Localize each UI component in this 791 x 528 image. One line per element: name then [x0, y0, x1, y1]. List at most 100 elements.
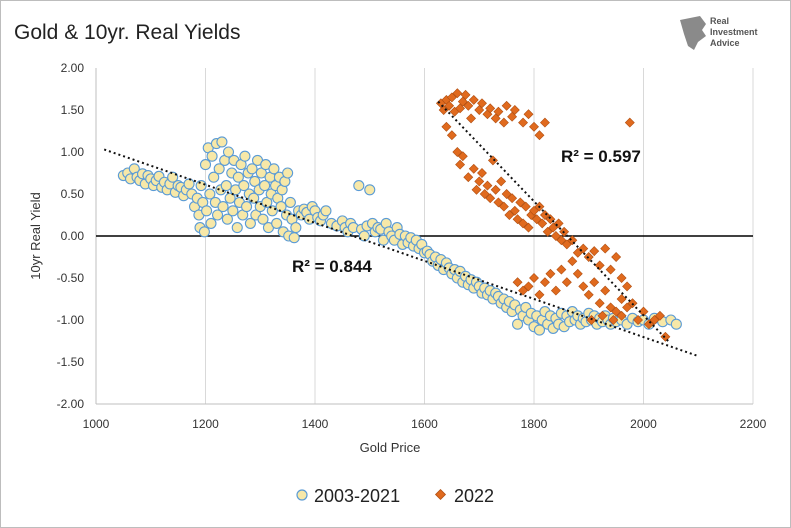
data-point-2022	[468, 94, 479, 105]
trendline-2022	[437, 100, 669, 342]
data-point-2022	[644, 319, 654, 330]
y-tick-label: 2.00	[61, 61, 85, 75]
data-point-2022	[608, 315, 619, 325]
data-point-2022	[498, 201, 509, 212]
data-point-2022	[611, 306, 622, 317]
data-point-2022	[534, 130, 545, 141]
data-point-2022	[463, 172, 474, 183]
data-point-2003-2021	[284, 196, 296, 208]
data-point-2022	[597, 310, 608, 321]
data-point-2022	[633, 315, 643, 325]
chart-title: Gold & 10yr. Real Yields	[14, 21, 240, 44]
data-point-2022	[649, 315, 660, 325]
data-point-2022	[537, 218, 548, 229]
data-point-2022	[540, 210, 550, 220]
data-point-2022	[512, 214, 523, 225]
data-point-2022	[509, 205, 520, 216]
data-point-2003-2021	[199, 159, 212, 171]
x-tick-label: 1200	[192, 417, 219, 431]
data-point-2022	[611, 252, 622, 262]
data-point-2003-2021	[364, 184, 376, 196]
data-point-2003-2021	[259, 180, 271, 192]
data-point-2003-2021	[204, 188, 216, 200]
data-point-2003-2021	[290, 222, 302, 234]
data-point-2022	[660, 331, 671, 342]
data-point-2022	[556, 264, 567, 275]
data-point-2003-2021	[198, 226, 210, 238]
data-point-2022	[482, 180, 493, 191]
legend-marker-2022	[434, 488, 447, 501]
data-point-2022	[498, 117, 509, 128]
data-point-2022	[594, 298, 605, 309]
data-point-2003-2021	[221, 213, 233, 225]
data-point-2022	[545, 268, 556, 279]
plot-area: 1000 1200 1400 1600 1800 2000 2200 2.00 1.50 1.00…	[57, 61, 767, 431]
data-point-2022	[534, 289, 545, 300]
y-tick-label: -2.00	[57, 397, 85, 411]
data-point-2022	[444, 100, 455, 111]
data-point-2003-2021	[241, 201, 253, 213]
data-point-2022	[479, 189, 490, 199]
data-point-2022	[556, 235, 567, 246]
data-point-2022	[654, 310, 665, 321]
data-point-2022	[600, 243, 611, 254]
data-point-2022	[446, 130, 457, 141]
data-point-2003-2021	[238, 180, 250, 192]
x-tick-label: 2000	[630, 417, 657, 431]
legend-label-2003-2021: 2003-2021	[314, 486, 400, 506]
data-point-2022	[493, 197, 504, 208]
data-point-2022	[605, 264, 616, 275]
data-point-2022	[471, 184, 482, 195]
data-point-2022	[520, 201, 531, 212]
data-point-2022	[515, 197, 526, 208]
y-tick-label: -1.50	[57, 355, 85, 369]
data-point-2022	[438, 105, 449, 115]
data-point-2003-2021	[246, 163, 258, 175]
data-point-2022	[493, 106, 504, 117]
y-axis-title: 10yr Real Yield	[28, 192, 43, 279]
data-point-2003-2021	[208, 171, 220, 183]
data-point-2003-2021	[288, 232, 300, 244]
r-squared-2022-label: R² = 0.597	[561, 147, 641, 166]
data-point-2022	[441, 121, 452, 132]
data-point-2022	[523, 109, 534, 120]
data-point-2022	[548, 222, 559, 233]
y-tick-label: 1.00	[61, 145, 85, 159]
data-point-2022	[542, 226, 553, 237]
data-point-2022	[616, 273, 627, 283]
data-point-2022	[572, 268, 583, 279]
x-tick-label: 1000	[83, 417, 110, 431]
x-axis-title: Gold Price	[360, 440, 421, 455]
data-point-2022	[624, 117, 635, 128]
data-point-2022	[589, 246, 600, 257]
data-point-2022	[512, 277, 523, 288]
data-point-2003-2021	[220, 180, 232, 192]
data-point-2022	[490, 184, 501, 195]
data-point-2022	[550, 285, 561, 296]
data-point-2022	[638, 306, 649, 317]
logo-line-2: Investment	[710, 27, 758, 37]
data-point-2003-2021	[512, 318, 524, 330]
x-tick-label: 2200	[740, 417, 767, 431]
data-point-2022	[529, 205, 539, 216]
logo-line-3: Advice	[710, 38, 740, 48]
y-tick-label: -1.00	[57, 313, 85, 327]
data-point-2022	[477, 98, 487, 109]
data-point-2022	[550, 231, 561, 241]
data-point-2003-2021	[257, 213, 269, 225]
data-point-2003-2021	[227, 205, 239, 217]
data-point-2022	[452, 88, 463, 99]
legend: 2003-2021 2022	[296, 486, 494, 506]
legend-marker-2003-2021	[296, 489, 308, 501]
data-point-2003-2021	[244, 217, 256, 229]
data-point-2022	[616, 310, 627, 321]
data-point-2022	[529, 273, 539, 283]
data-point-2022	[518, 285, 528, 296]
data-point-2022	[540, 277, 550, 288]
data-point-2003-2021	[268, 163, 280, 175]
data-point-2022	[622, 302, 633, 313]
logo-line-1: Real	[710, 16, 729, 26]
data-point-2022	[523, 281, 534, 292]
x-tick-label: 1400	[302, 417, 329, 431]
